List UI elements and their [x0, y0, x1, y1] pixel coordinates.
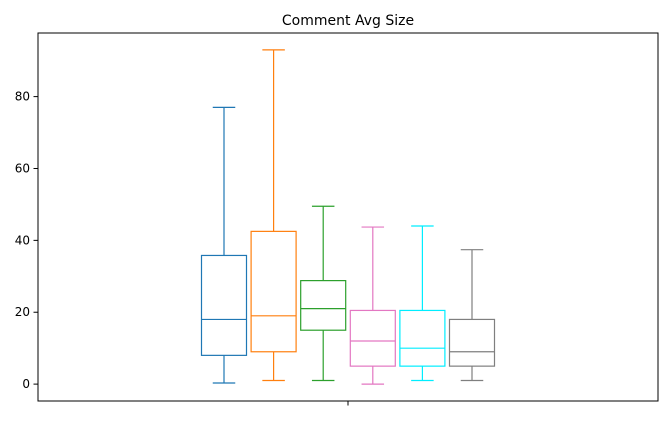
boxes-layer — [200, 49, 496, 385]
y-tick-label: 40 — [15, 233, 30, 247]
box-group — [349, 226, 396, 385]
plot-frame — [37, 32, 659, 402]
box-iqr — [448, 318, 496, 367]
box-group — [300, 205, 347, 382]
y-axis: 0 20 40 60 80 — [15, 90, 38, 391]
box-group — [448, 249, 496, 382]
box-iqr — [200, 254, 248, 356]
box-group — [250, 49, 297, 382]
box-iqr — [250, 230, 297, 353]
box-iqr — [399, 309, 446, 367]
box-group — [399, 225, 446, 382]
box-iqr — [300, 280, 347, 331]
box-iqr — [349, 309, 396, 367]
y-tick-label: 60 — [15, 161, 30, 175]
y-tick-label: 80 — [15, 90, 30, 104]
y-tick-label: 0 — [22, 377, 30, 391]
y-tick-label: 20 — [15, 305, 30, 319]
box-group — [200, 106, 248, 384]
chart-title: Comment Avg Size — [282, 13, 414, 29]
